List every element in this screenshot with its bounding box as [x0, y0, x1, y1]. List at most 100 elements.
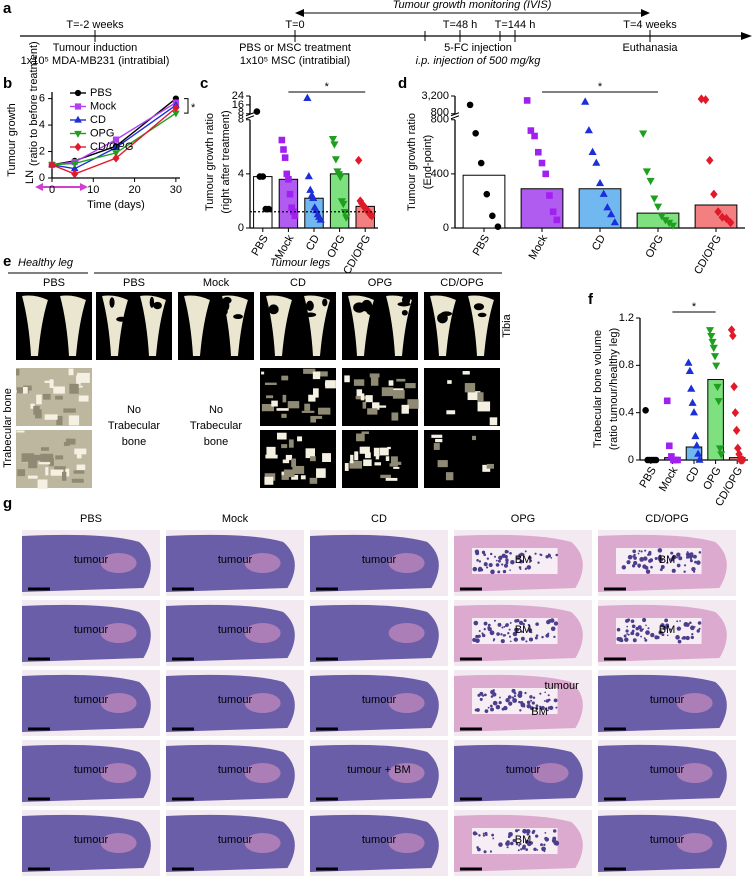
marrow-cell — [547, 706, 551, 710]
stain — [388, 553, 425, 573]
marrow-cell — [526, 700, 531, 705]
marrow-cell — [623, 634, 627, 638]
legend-marker — [74, 142, 82, 152]
marrow-cell — [658, 557, 663, 563]
arrow-head — [35, 183, 43, 191]
data-point — [674, 456, 681, 464]
marrow-cell — [491, 833, 495, 837]
marrow-cell — [505, 698, 510, 703]
tissue-label: tumour — [218, 694, 253, 706]
marrow-cell — [517, 829, 520, 831]
marrow-cell — [637, 563, 642, 568]
injection-note: 5-FC injection — [444, 42, 512, 54]
data-point — [354, 155, 363, 165]
marrow-cell — [509, 832, 513, 836]
data-point — [739, 455, 747, 465]
y-axis-label: Tumour growth — [6, 103, 18, 177]
y-tick-label: 24 — [232, 90, 244, 102]
marrow-cell — [683, 564, 687, 567]
significance-bracket — [184, 98, 189, 114]
marrow-cell — [522, 828, 527, 834]
x-tick-label: CD — [684, 465, 702, 485]
trabecula — [388, 390, 400, 395]
trabecula — [303, 368, 316, 374]
series-line — [51, 107, 177, 175]
bone — [430, 295, 456, 356]
trabecula — [281, 413, 287, 418]
marrow-cell — [477, 566, 483, 572]
marrow-cell — [635, 632, 640, 637]
marrow-cell — [676, 620, 679, 623]
x-tick-label: CD — [304, 233, 322, 253]
marrow-cell — [553, 621, 559, 626]
marrow-cell — [691, 566, 696, 572]
marrow-cell — [519, 842, 522, 846]
trabecula — [367, 408, 378, 415]
data-point — [722, 213, 731, 224]
lesion — [456, 314, 464, 321]
trabecula — [364, 452, 371, 459]
tissue-label: tumour — [506, 764, 541, 776]
marrow-cell — [497, 622, 502, 627]
data-point — [714, 207, 722, 217]
marrow-cell — [501, 707, 505, 711]
marrow-cell — [519, 552, 524, 557]
marrow-cell — [517, 693, 523, 698]
stain — [388, 693, 425, 713]
marrow-cell — [524, 567, 528, 570]
data-point — [316, 215, 325, 223]
axis-break — [450, 115, 460, 120]
data-point — [368, 211, 376, 221]
stain — [244, 763, 281, 783]
data-point — [259, 173, 267, 180]
legend-label: OPG — [90, 127, 114, 139]
marrow-cell — [492, 692, 497, 697]
x-tick-label: 20 — [128, 184, 140, 196]
trabecula — [78, 395, 89, 402]
marrow-cell — [676, 563, 681, 568]
marrow — [472, 548, 558, 574]
trabecula — [372, 402, 380, 410]
marrow-cell — [481, 550, 486, 555]
marrow-cell — [476, 846, 479, 849]
marrow-cell — [520, 702, 526, 708]
lesion — [268, 304, 279, 315]
marrow-cell — [555, 706, 558, 709]
trabecula — [54, 466, 66, 473]
data-point — [713, 383, 722, 392]
legend-label: Mock — [90, 100, 117, 112]
y-axis-label: Tumour growth ratio — [406, 113, 418, 211]
marrow-cell — [632, 638, 637, 643]
marrow-cell — [507, 835, 511, 839]
marrow-cell — [524, 550, 527, 553]
data-point — [112, 150, 120, 158]
trabecula — [365, 395, 373, 403]
marrow-cell — [513, 637, 518, 642]
tissue-label: tumour — [74, 764, 109, 776]
marrow-cell — [671, 554, 677, 560]
marrow-cell — [632, 549, 637, 554]
marrow-cell — [694, 560, 697, 564]
tissue — [22, 814, 151, 872]
marrow-cell — [501, 563, 504, 566]
marrow-cell — [547, 698, 551, 702]
marrow-cell — [627, 554, 633, 560]
y-tick-label: 0.4 — [619, 407, 634, 419]
marrow-cell — [633, 560, 638, 566]
marrow-cell — [477, 634, 481, 638]
data-point — [592, 158, 601, 166]
trabecula — [48, 458, 54, 467]
marrow-cell — [551, 838, 557, 843]
marrow-cell — [675, 635, 680, 640]
stain — [244, 833, 281, 853]
stain — [100, 553, 137, 573]
tissue-label: BM — [515, 624, 532, 636]
data-point — [692, 441, 701, 449]
marrow-cell — [550, 626, 556, 632]
trabecula — [486, 463, 494, 469]
marrow-cell — [495, 704, 501, 710]
marrow-cell — [513, 695, 517, 698]
tissue — [310, 744, 439, 802]
x-tick-label: OPG — [701, 465, 724, 492]
marrow-cell — [526, 703, 532, 709]
